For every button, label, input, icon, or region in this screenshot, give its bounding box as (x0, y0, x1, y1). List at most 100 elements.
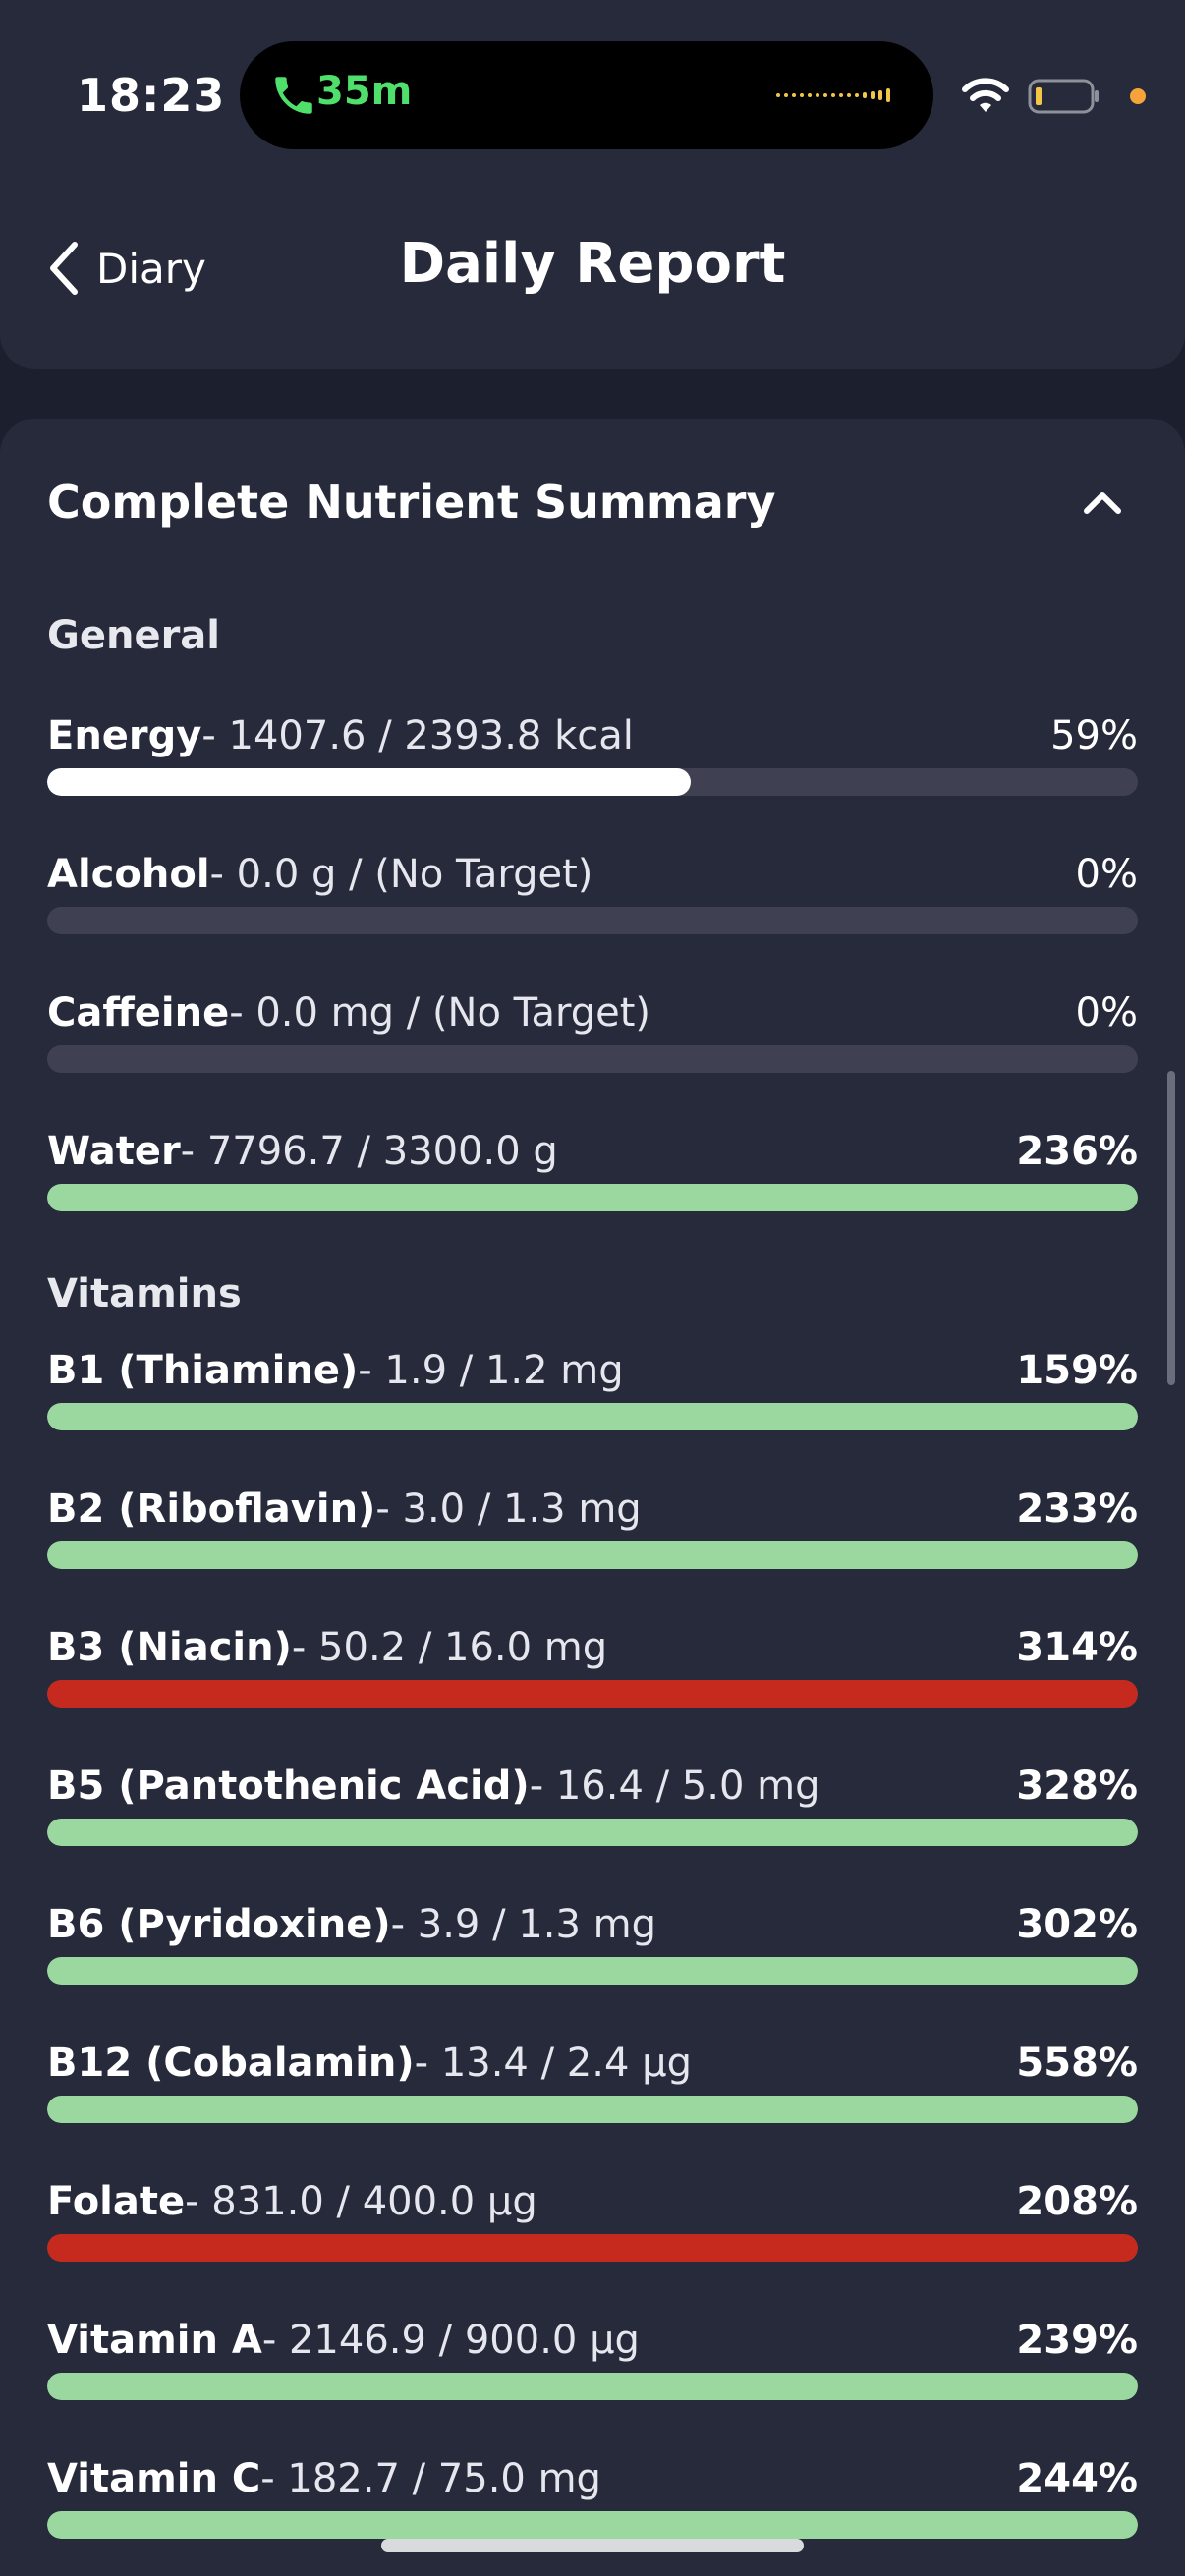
waveform-icon (776, 88, 890, 102)
progress-fill (47, 1680, 1138, 1708)
nutrient-percent: 0% (1075, 852, 1138, 897)
nutrient-row[interactable]: B1 (Thiamine)- 1.9 / 1.2 mg 159% (47, 1348, 1138, 1446)
progress-fill (47, 2511, 1138, 2539)
header-card: 18:23 35m (0, 0, 1185, 369)
battery-icon (1028, 79, 1099, 114)
nutrient-name: Water (47, 1129, 181, 1174)
nutrient-label: Vitamin A- 2146.9 / 900.0 µg (47, 2318, 640, 2363)
progress-fill (47, 768, 691, 796)
nutrient-name: B1 (Thiamine) (47, 1348, 359, 1393)
nutrient-name: Vitamin A (47, 2318, 262, 2363)
nutrient-label: Folate- 831.0 / 400.0 µg (47, 2179, 537, 2224)
back-label: Diary (96, 244, 206, 293)
progress-bar (47, 768, 1138, 796)
chevron-up-icon[interactable] (1081, 487, 1124, 517)
progress-fill (47, 1541, 1138, 1569)
nutrient-label: B2 (Riboflavin)- 3.0 / 1.3 mg (47, 1486, 642, 1532)
progress-bar (47, 2511, 1138, 2539)
home-indicator[interactable] (381, 2539, 804, 2552)
nutrient-values: - 831.0 / 400.0 µg (185, 2179, 537, 2224)
privacy-indicator-dot (1130, 88, 1146, 104)
progress-fill (47, 2234, 1138, 2262)
progress-fill (47, 2373, 1138, 2400)
nutrient-row[interactable]: B12 (Cobalamin)- 13.4 / 2.4 µg 558% (47, 2041, 1138, 2139)
nutrient-row[interactable]: Caffeine- 0.0 mg / (No Target) 0% (47, 990, 1138, 1089)
progress-bar (47, 2234, 1138, 2262)
nutrient-name: B5 (Pantothenic Acid) (47, 1764, 530, 1809)
nutrient-label: B1 (Thiamine)- 1.9 / 1.2 mg (47, 1348, 624, 1393)
nutrient-values: - 0.0 g / (No Target) (209, 852, 593, 897)
section-title: Vitamins (47, 1271, 242, 1316)
nutrient-percent: 233% (1016, 1486, 1138, 1532)
nutrient-name: B3 (Niacin) (47, 1625, 292, 1670)
nutrient-row[interactable]: Alcohol- 0.0 g / (No Target) 0% (47, 852, 1138, 950)
back-button[interactable]: Diary (47, 234, 206, 303)
nutrient-label: B3 (Niacin)- 50.2 / 16.0 mg (47, 1625, 607, 1670)
nutrient-name: Caffeine (47, 990, 230, 1036)
scrollbar[interactable] (1167, 1071, 1175, 1385)
nutrient-values: - 2146.9 / 900.0 µg (261, 2318, 640, 2363)
nutrient-row[interactable]: Folate- 831.0 / 400.0 µg 208% (47, 2179, 1138, 2277)
nutrient-values: - 50.2 / 16.0 mg (291, 1625, 608, 1670)
nutrient-row[interactable]: B3 (Niacin)- 50.2 / 16.0 mg 314% (47, 1625, 1138, 1723)
nutrient-percent: 236% (1016, 1129, 1138, 1174)
nutrient-percent: 302% (1016, 1902, 1138, 1947)
progress-bar (47, 2096, 1138, 2123)
progress-bar (47, 1819, 1138, 1846)
progress-bar (47, 1184, 1138, 1211)
progress-bar (47, 1403, 1138, 1430)
nutrient-name: Alcohol (47, 852, 210, 897)
nutrient-percent: 239% (1016, 2318, 1138, 2363)
nutrient-name: Vitamin C (47, 2456, 261, 2501)
nutrient-values: - 16.4 / 5.0 mg (529, 1764, 820, 1809)
progress-bar (47, 2373, 1138, 2400)
progress-fill (47, 2096, 1138, 2123)
nutrient-percent: 244% (1016, 2456, 1138, 2501)
progress-bar (47, 1680, 1138, 1708)
nutrient-name: B12 (Cobalamin) (47, 2041, 415, 2086)
nutrient-row[interactable]: Vitamin A- 2146.9 / 900.0 µg 239% (47, 2318, 1138, 2416)
page-title: Daily Report (399, 232, 786, 296)
nutrient-values: - 1.9 / 1.2 mg (358, 1348, 624, 1393)
chevron-left-icon (50, 242, 78, 295)
nutrient-values: - 7796.7 / 3300.0 g (180, 1129, 558, 1174)
section-title: General (47, 613, 220, 658)
nutrient-percent: 208% (1016, 2179, 1138, 2224)
nutrient-label: B5 (Pantothenic Acid)- 16.4 / 5.0 mg (47, 1764, 820, 1809)
phone-icon (275, 77, 312, 114)
nutrient-values: - 3.0 / 1.3 mg (375, 1486, 642, 1532)
nutrient-percent: 0% (1075, 990, 1138, 1036)
nutrient-row[interactable]: Vitamin C- 182.7 / 75.0 mg 244% (47, 2456, 1138, 2554)
nutrient-label: B6 (Pyridoxine)- 3.9 / 1.3 mg (47, 1902, 656, 1947)
nutrient-name: B6 (Pyridoxine) (47, 1902, 391, 1947)
progress-bar (47, 1957, 1138, 1985)
nutrient-label: Energy- 1407.6 / 2393.8 kcal (47, 713, 634, 758)
nutrient-percent: 59% (1050, 713, 1138, 758)
dynamic-island[interactable]: 35m (240, 41, 933, 149)
nutrient-name: Energy (47, 713, 202, 758)
progress-fill (47, 1819, 1138, 1846)
nutrient-row[interactable]: B6 (Pyridoxine)- 3.9 / 1.3 mg 302% (47, 1902, 1138, 2000)
nutrient-summary-card: Complete Nutrient Summary General Energy-… (0, 419, 1185, 2576)
nutrient-row[interactable]: Water- 7796.7 / 3300.0 g 236% (47, 1129, 1138, 1227)
nutrient-label: Caffeine- 0.0 mg / (No Target) (47, 990, 650, 1036)
status-time: 18:23 (77, 69, 226, 122)
progress-fill (47, 1184, 1138, 1211)
nutrient-row[interactable]: Energy- 1407.6 / 2393.8 kcal 59% (47, 713, 1138, 812)
nutrient-percent: 159% (1016, 1348, 1138, 1393)
progress-bar (47, 1045, 1138, 1073)
nutrient-percent: 328% (1016, 1764, 1138, 1809)
progress-fill (47, 1403, 1138, 1430)
nutrient-row[interactable]: B5 (Pantothenic Acid)- 16.4 / 5.0 mg 328% (47, 1764, 1138, 1862)
nutrient-values: - 0.0 mg / (No Target) (229, 990, 651, 1036)
nutrient-values: - 3.9 / 1.3 mg (390, 1902, 656, 1947)
nutrient-label: B12 (Cobalamin)- 13.4 / 2.4 µg (47, 2041, 692, 2086)
summary-title: Complete Nutrient Summary (47, 476, 776, 529)
nutrient-name: Folate (47, 2179, 186, 2224)
progress-fill (47, 1957, 1138, 1985)
wifi-icon (962, 78, 1009, 112)
nutrient-label: Alcohol- 0.0 g / (No Target) (47, 852, 592, 897)
nutrient-values: - 1407.6 / 2393.8 kcal (201, 713, 634, 758)
nutrient-row[interactable]: B2 (Riboflavin)- 3.0 / 1.3 mg 233% (47, 1486, 1138, 1585)
